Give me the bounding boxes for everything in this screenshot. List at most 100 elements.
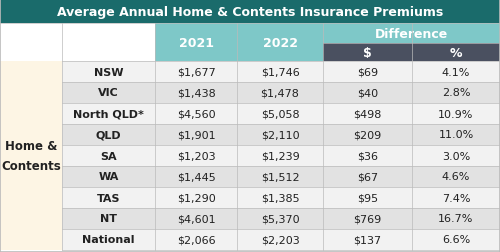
Bar (323, 229, 412, 250)
Bar (155, 208, 237, 229)
Bar (323, 124, 412, 145)
Bar (237, 62, 323, 83)
Bar (155, 62, 237, 83)
Bar (237, 83, 323, 104)
Text: 11.0%: 11.0% (438, 130, 474, 140)
Text: $: $ (363, 46, 372, 59)
Bar (62, 83, 155, 104)
Text: 6.6%: 6.6% (442, 235, 470, 244)
Bar (0, 62, 62, 250)
Text: $769: $769 (354, 214, 382, 224)
Text: $498: $498 (354, 109, 382, 119)
Bar (237, 104, 323, 124)
Text: $1,478: $1,478 (260, 88, 300, 98)
Bar (323, 104, 412, 124)
Bar (155, 104, 237, 124)
Bar (0, 24, 155, 62)
Bar (412, 62, 500, 83)
Text: %: % (450, 46, 462, 59)
Bar (323, 62, 412, 83)
Bar (155, 187, 237, 208)
Text: $1,203: $1,203 (176, 151, 216, 161)
Text: 2022: 2022 (262, 36, 298, 49)
Bar (412, 83, 500, 104)
Bar (62, 145, 155, 166)
Bar (412, 229, 500, 250)
Text: $1,239: $1,239 (260, 151, 300, 161)
Bar (155, 124, 237, 145)
Text: $69: $69 (357, 67, 378, 77)
Text: National: National (82, 235, 135, 244)
Bar (323, 83, 412, 104)
Bar (412, 208, 500, 229)
Bar (155, 24, 237, 62)
Text: 3.0%: 3.0% (442, 151, 470, 161)
Bar (62, 124, 155, 145)
Text: Difference: Difference (375, 27, 448, 40)
Text: 7.4%: 7.4% (442, 193, 470, 203)
Bar (237, 187, 323, 208)
Bar (323, 145, 412, 166)
Bar (62, 104, 155, 124)
Bar (62, 187, 155, 208)
Bar (412, 124, 500, 145)
Text: $1,385: $1,385 (260, 193, 300, 203)
Text: 4.1%: 4.1% (442, 67, 470, 77)
Text: 2.8%: 2.8% (442, 88, 470, 98)
Text: $137: $137 (354, 235, 382, 244)
Text: $1,512: $1,512 (260, 172, 300, 182)
Text: Home &
Contents: Home & Contents (1, 140, 61, 172)
Text: $1,445: $1,445 (176, 172, 216, 182)
Text: SA: SA (100, 151, 117, 161)
Text: 2021: 2021 (178, 36, 214, 49)
Bar (237, 208, 323, 229)
Bar (155, 166, 237, 187)
Text: Average Annual Home & Contents Insurance Premiums: Average Annual Home & Contents Insurance… (57, 6, 443, 18)
Bar (62, 229, 155, 250)
Bar (62, 166, 155, 187)
Text: 4.6%: 4.6% (442, 172, 470, 182)
Text: $5,370: $5,370 (260, 214, 300, 224)
Bar (62, 208, 155, 229)
Text: NSW: NSW (94, 67, 123, 77)
Text: $36: $36 (357, 151, 378, 161)
Text: $67: $67 (357, 172, 378, 182)
Bar (237, 124, 323, 145)
Bar (155, 83, 237, 104)
Bar (412, 145, 500, 166)
Text: $1,746: $1,746 (260, 67, 300, 77)
Text: $40: $40 (357, 88, 378, 98)
Bar (323, 44, 412, 62)
Text: VIC: VIC (98, 88, 119, 98)
Text: North QLD*: North QLD* (73, 109, 144, 119)
Text: $2,203: $2,203 (260, 235, 300, 244)
Bar (323, 187, 412, 208)
Text: TAS: TAS (97, 193, 120, 203)
Bar (412, 104, 500, 124)
Bar (412, 166, 500, 187)
Text: $209: $209 (354, 130, 382, 140)
Text: NT: NT (100, 214, 117, 224)
Bar (323, 208, 412, 229)
Text: $1,438: $1,438 (176, 88, 216, 98)
Text: $4,560: $4,560 (176, 109, 216, 119)
Bar (237, 145, 323, 166)
Bar (237, 166, 323, 187)
Bar (155, 229, 237, 250)
Text: WA: WA (98, 172, 118, 182)
Bar (0, 0, 500, 24)
Text: 16.7%: 16.7% (438, 214, 474, 224)
Text: QLD: QLD (96, 130, 122, 140)
Text: $2,110: $2,110 (260, 130, 300, 140)
Text: $4,601: $4,601 (176, 214, 216, 224)
Text: $2,066: $2,066 (176, 235, 216, 244)
Text: $1,290: $1,290 (176, 193, 216, 203)
Bar (155, 145, 237, 166)
Bar (237, 24, 323, 62)
Text: $95: $95 (357, 193, 378, 203)
Bar (237, 229, 323, 250)
Text: $1,677: $1,677 (176, 67, 216, 77)
Bar (323, 166, 412, 187)
Bar (412, 187, 500, 208)
Text: $5,058: $5,058 (260, 109, 300, 119)
